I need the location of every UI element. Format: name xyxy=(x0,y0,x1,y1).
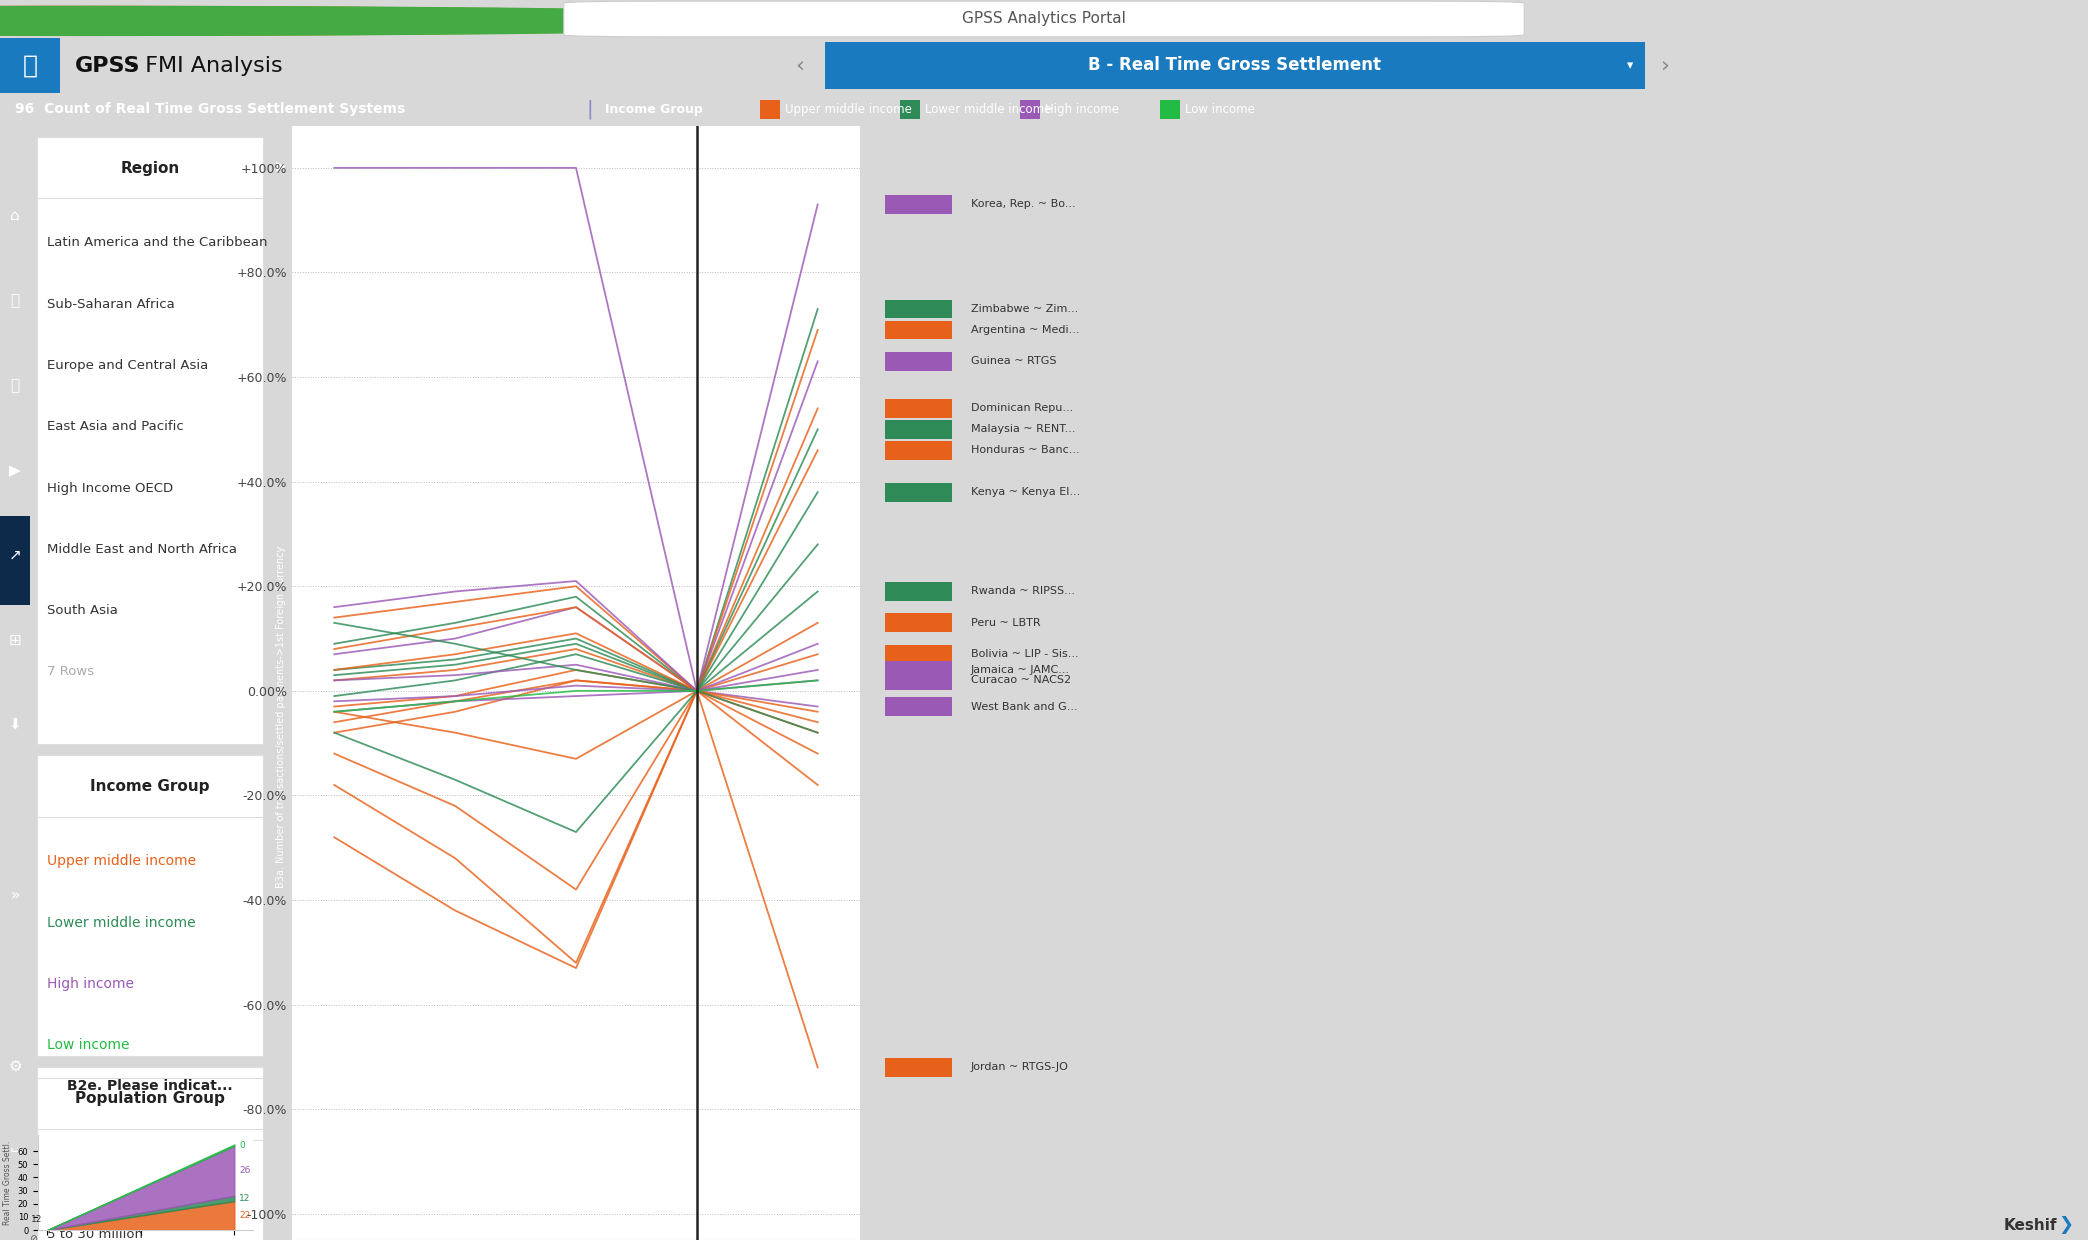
Text: B - Real Time Gross Settlement: B - Real Time Gross Settlement xyxy=(1088,57,1382,74)
Text: B3a. Number of transactions/settled payments->1st Foreign Currency: B3a. Number of transactions/settled paym… xyxy=(276,546,286,888)
Text: West Bank and G...: West Bank and G... xyxy=(971,702,1077,712)
Circle shape xyxy=(0,6,846,36)
Bar xyxy=(760,99,781,119)
Text: Argentina ~ Medi...: Argentina ~ Medi... xyxy=(971,325,1079,335)
Text: High Income OECD: High Income OECD xyxy=(46,481,173,495)
Text: Region: Region xyxy=(121,161,180,176)
Text: GPSS: GPSS xyxy=(75,56,140,76)
Text: Peru ~ LBTR: Peru ~ LBTR xyxy=(971,618,1040,627)
Text: Malaysia ~ RENT...: Malaysia ~ RENT... xyxy=(971,424,1075,434)
Text: 12: 12 xyxy=(238,1194,251,1203)
Text: GPSS Analytics Portal: GPSS Analytics Portal xyxy=(963,11,1125,26)
Text: ▶: ▶ xyxy=(276,160,286,172)
Text: Low income: Low income xyxy=(1186,103,1255,117)
Text: Europe and Central Asia: Europe and Central Asia xyxy=(46,360,209,372)
Bar xyxy=(0,38,61,93)
Text: Kenya ~ Kenya El...: Kenya ~ Kenya El... xyxy=(971,487,1079,497)
Bar xyxy=(885,352,952,371)
Text: Bolivia ~ LIP - Sis...: Bolivia ~ LIP - Sis... xyxy=(971,650,1077,660)
Bar xyxy=(900,99,921,119)
Bar xyxy=(1161,99,1180,119)
Text: ❯: ❯ xyxy=(2059,1216,2073,1234)
Text: Lower middle income: Lower middle income xyxy=(46,915,196,930)
Text: ⊘: ⊘ xyxy=(29,1234,38,1240)
Text: < 5 million: < 5 million xyxy=(46,1167,119,1179)
Bar xyxy=(1021,99,1040,119)
Bar xyxy=(885,671,952,689)
Text: ↗: ↗ xyxy=(8,548,21,563)
Y-axis label: Real Time Gross Settl.: Real Time Gross Settl. xyxy=(2,1141,13,1225)
Text: Jamaica ~ JAMC...: Jamaica ~ JAMC... xyxy=(971,665,1069,675)
Text: - FMI Analysis: - FMI Analysis xyxy=(129,56,282,76)
Text: Honduras ~ Banc...: Honduras ~ Banc... xyxy=(971,445,1079,455)
Text: Low income: Low income xyxy=(46,1038,129,1052)
Text: »: » xyxy=(10,888,19,903)
Bar xyxy=(885,399,952,418)
Text: Income Group: Income Group xyxy=(90,779,209,794)
Bar xyxy=(885,1058,952,1076)
Bar xyxy=(885,300,952,319)
Bar xyxy=(825,42,1645,88)
Text: 22: 22 xyxy=(238,1211,251,1220)
Text: Sub-Saharan Africa: Sub-Saharan Africa xyxy=(46,298,175,311)
Text: ⌂: ⌂ xyxy=(10,207,19,223)
Text: East Asia and Pacific: East Asia and Pacific xyxy=(46,420,184,433)
Bar xyxy=(885,321,952,340)
Text: ⚙: ⚙ xyxy=(8,1058,21,1074)
Text: Rwanda ~ RIPSS...: Rwanda ~ RIPSS... xyxy=(971,587,1075,596)
Text: ↪: ↪ xyxy=(8,1143,21,1158)
Text: Guinea ~ RTGS: Guinea ~ RTGS xyxy=(971,356,1057,366)
Text: ⊞: ⊞ xyxy=(8,632,21,649)
Text: 96  Count of Real Time Gross Settlement Systems: 96 Count of Real Time Gross Settlement S… xyxy=(15,103,405,117)
Text: 0: 0 xyxy=(238,1141,244,1151)
Text: ‹: ‹ xyxy=(796,56,804,76)
Text: ▶: ▶ xyxy=(8,463,21,477)
Text: 26: 26 xyxy=(238,1167,251,1176)
Text: Income Group: Income Group xyxy=(606,103,704,117)
Text: 🌐: 🌐 xyxy=(23,53,38,77)
Text: Jordan ~ RTGS-JO: Jordan ~ RTGS-JO xyxy=(971,1063,1069,1073)
Bar xyxy=(885,195,952,213)
Circle shape xyxy=(0,6,912,36)
Text: 12: 12 xyxy=(31,1215,42,1224)
Bar xyxy=(0,516,29,605)
Text: Latin America and the Caribbean: Latin America and the Caribbean xyxy=(46,237,267,249)
Text: |: | xyxy=(587,99,593,119)
Bar xyxy=(885,645,952,663)
Text: Population Group: Population Group xyxy=(75,1091,226,1106)
Text: Upper middle income: Upper middle income xyxy=(46,854,196,868)
Text: South Asia: South Asia xyxy=(46,604,117,618)
Text: Upper middle income: Upper middle income xyxy=(785,103,912,117)
Text: Zimbabwe ~ Zim...: Zimbabwe ~ Zim... xyxy=(971,304,1077,314)
Text: Lower middle income: Lower middle income xyxy=(925,103,1052,117)
Text: High income: High income xyxy=(46,977,134,991)
Text: B2e. Please indicat...: B2e. Please indicat... xyxy=(67,1079,234,1094)
FancyBboxPatch shape xyxy=(564,1,1524,37)
Text: ›: › xyxy=(1660,56,1670,76)
Bar xyxy=(885,441,952,460)
Text: Middle East and North Africa: Middle East and North Africa xyxy=(46,543,236,556)
Text: Korea, Rep. ~ Bo...: Korea, Rep. ~ Bo... xyxy=(971,200,1075,210)
Bar xyxy=(885,614,952,632)
Text: Dominican Repu...: Dominican Repu... xyxy=(971,403,1073,413)
Bar xyxy=(885,420,952,439)
Text: 5 to 30 million: 5 to 30 million xyxy=(46,1228,142,1240)
Text: Curacao ~ NACS2: Curacao ~ NACS2 xyxy=(971,676,1071,686)
Bar xyxy=(885,482,952,501)
Bar xyxy=(885,582,952,601)
Bar xyxy=(885,697,952,715)
Text: ⌕: ⌕ xyxy=(10,378,19,393)
Text: High income: High income xyxy=(1044,103,1119,117)
Circle shape xyxy=(0,6,879,36)
Text: ▾: ▾ xyxy=(1627,60,1633,72)
Text: 7 Rows: 7 Rows xyxy=(46,666,94,678)
Text: Keshif: Keshif xyxy=(2002,1218,2057,1233)
Text: ⬇: ⬇ xyxy=(8,718,21,733)
Text: ⓘ: ⓘ xyxy=(10,293,19,308)
Bar xyxy=(885,661,952,680)
